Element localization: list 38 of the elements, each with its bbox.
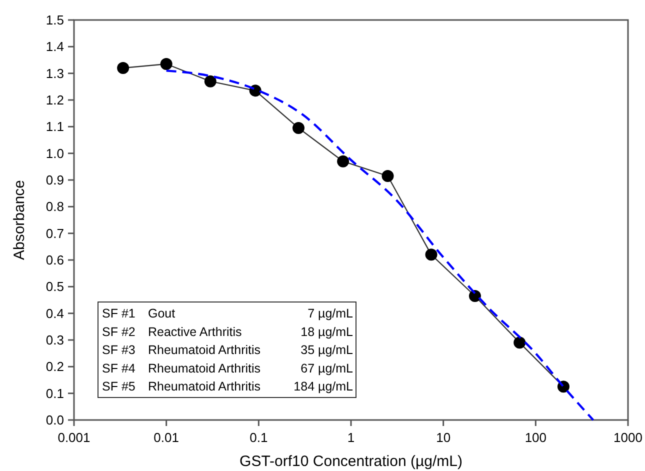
point xyxy=(160,58,172,70)
y-tick-label: 1.4 xyxy=(46,39,64,54)
x-tick-label: 1000 xyxy=(614,430,642,445)
y-tick-label: 1.5 xyxy=(46,12,64,28)
y-tick-label: 0.1 xyxy=(46,386,64,401)
y-tick-label: 0.0 xyxy=(46,412,64,428)
x-tick-label: 0.01 xyxy=(154,430,179,445)
text: SF #4 Rheumatoid Arthritis 67 µg/mL xyxy=(102,361,353,376)
y-axis-title: Absorbance xyxy=(11,180,28,260)
x-tick-label: 1 xyxy=(347,430,355,445)
y-tick-label: 1.2 xyxy=(46,92,64,108)
point xyxy=(117,62,130,74)
x-tick-label: 10 xyxy=(436,430,451,445)
point xyxy=(337,155,350,168)
point xyxy=(292,122,304,134)
y-tick-label: 0.9 xyxy=(46,172,64,188)
y-tick-label: 0.5 xyxy=(46,279,64,294)
point xyxy=(382,170,394,182)
point xyxy=(425,248,438,261)
text: SF #5 Rheumatoid Arthritis 184 µg/mL xyxy=(102,380,353,394)
x-tick-label: 0.1 xyxy=(250,430,268,445)
y-tick-label: 0.6 xyxy=(46,252,64,268)
y-tick-label: 0.3 xyxy=(46,332,64,348)
x-tick-label: 100 xyxy=(524,430,547,445)
text: SF #3 Rheumatoid Arthritis 35 µg/mL xyxy=(102,343,353,358)
x-axis-title: GST-orf10 Concentration (µg/mL) xyxy=(240,453,462,470)
y-tick-label: 1.0 xyxy=(46,146,64,161)
y-tick-label: 1.1 xyxy=(46,119,64,134)
y-tick-label: 1.3 xyxy=(46,66,64,81)
x-tick-label: 0.001 xyxy=(58,430,90,445)
point xyxy=(204,75,216,88)
point xyxy=(514,336,526,349)
y-tick-label: 0.4 xyxy=(46,306,64,321)
y-tick-label: 0.2 xyxy=(46,359,64,374)
y-tick-label: 0.7 xyxy=(46,226,64,241)
text: SF #2 Reactive Arthritis 18 µg/mL xyxy=(102,324,353,339)
y-tick-label: 0.8 xyxy=(46,199,64,214)
text: SF #1 Gout 7 µg/mL xyxy=(102,306,353,321)
